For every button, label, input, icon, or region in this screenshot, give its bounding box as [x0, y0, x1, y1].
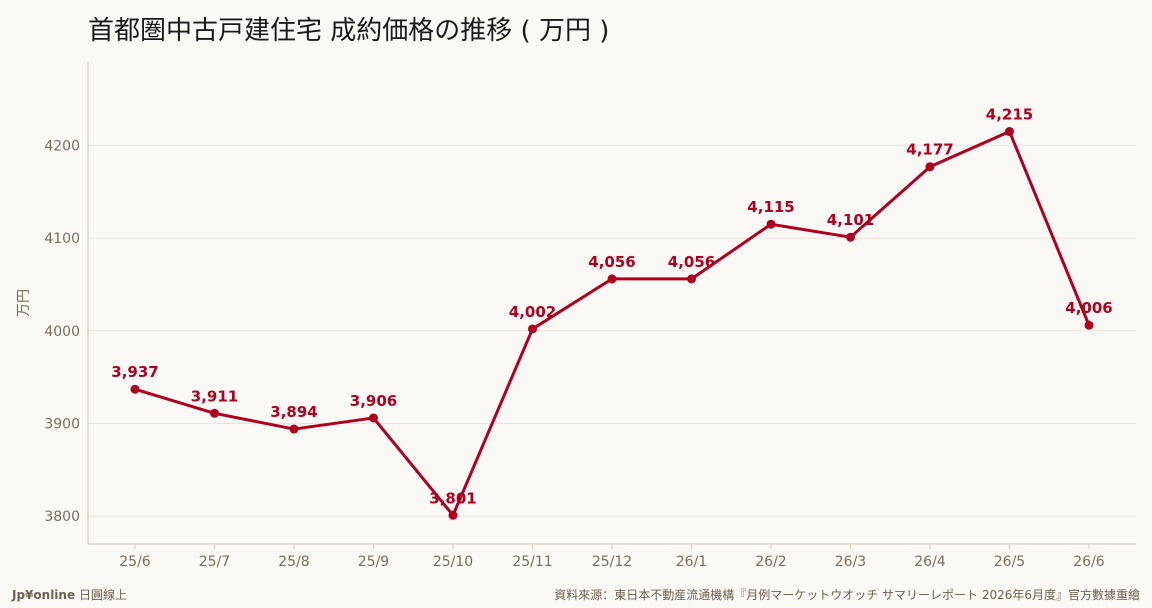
- y-axis-label: 万円: [16, 289, 32, 317]
- x-tick-label: 26/4: [914, 554, 946, 570]
- x-tick-label: 25/9: [358, 554, 389, 570]
- y-tick-labels: 3800 3900 4000 4100 4200: [44, 138, 80, 525]
- x-tick-label: 26/3: [835, 554, 866, 570]
- data-point: [130, 384, 140, 394]
- y-tick-label: 3900: [44, 417, 80, 433]
- data-point: [210, 408, 219, 418]
- x-tick-label: 25/12: [592, 554, 632, 570]
- data-point: [607, 274, 617, 284]
- x-tick-label: 25/7: [199, 554, 230, 570]
- data-label: 4,002: [509, 303, 556, 321]
- data-label: 3,906: [350, 392, 397, 410]
- data-label: 4,177: [906, 141, 953, 159]
- x-tick-label: 25/11: [512, 554, 552, 570]
- x-tick-label: 26/5: [994, 554, 1025, 570]
- data-labels: 3,937 3,911 3,894 3,906 3,801 4,002 4,056 4,056…: [111, 106, 1112, 508]
- series-line: [133, 130, 1091, 517]
- y-tick-label: 4000: [44, 324, 80, 340]
- x-tick-label: 25/10: [433, 554, 473, 570]
- data-label: 4,101: [827, 211, 874, 229]
- data-point: [766, 219, 776, 229]
- data-label: 3,801: [429, 489, 476, 507]
- data-label: 4,056: [588, 253, 635, 271]
- data-label: 4,115: [747, 198, 794, 216]
- y-tick-label: 4200: [44, 138, 80, 154]
- data-point: [528, 324, 537, 334]
- series-line-group: [133, 130, 1091, 517]
- data-point: [846, 232, 855, 242]
- data-label: 4,006: [1065, 299, 1112, 317]
- y-tick-label: 4100: [44, 231, 80, 247]
- data-points: [130, 127, 1094, 520]
- data-point: [1005, 127, 1014, 137]
- x-tick-label: 25/8: [278, 554, 309, 570]
- brand-suffix: 日圓線上: [78, 588, 127, 602]
- axes: [87, 62, 1136, 549]
- x-tick-label: 26/1: [676, 554, 707, 570]
- data-point: [687, 274, 696, 284]
- x-tick-label: 25/6: [119, 554, 151, 570]
- source-note: 資料來源：東日本不動産流通機構『月例マーケットウオッチ サマリーレポート 202…: [554, 588, 1140, 602]
- data-point: [289, 424, 299, 434]
- footer-brand: Jp¥online 日圓線上: [12, 586, 127, 603]
- data-point: [448, 510, 458, 520]
- data-label: 3,911: [191, 387, 238, 405]
- x-tick-label: 26/2: [755, 554, 786, 570]
- y-tick-label: 3800: [44, 509, 80, 525]
- data-label: 4,056: [668, 253, 715, 271]
- brand-name: Jp¥online: [12, 588, 76, 602]
- data-point: [925, 162, 935, 172]
- chart-title: 首都圏中古戸建住宅 成約価格の推移 ( 万円 ): [88, 16, 610, 46]
- x-tick-label: 26/6: [1073, 554, 1105, 570]
- grid-lines: [88, 144, 1136, 517]
- data-point: [1084, 320, 1094, 330]
- data-label: 3,894: [270, 403, 317, 421]
- x-tick-labels: 25/6 25/7 25/8 25/9 25/10 25/11 25/12 26/1 26/2 2…: [119, 554, 1105, 570]
- data-label: 3,937: [111, 363, 158, 381]
- data-point: [369, 413, 378, 423]
- data-label: 4,215: [986, 106, 1033, 124]
